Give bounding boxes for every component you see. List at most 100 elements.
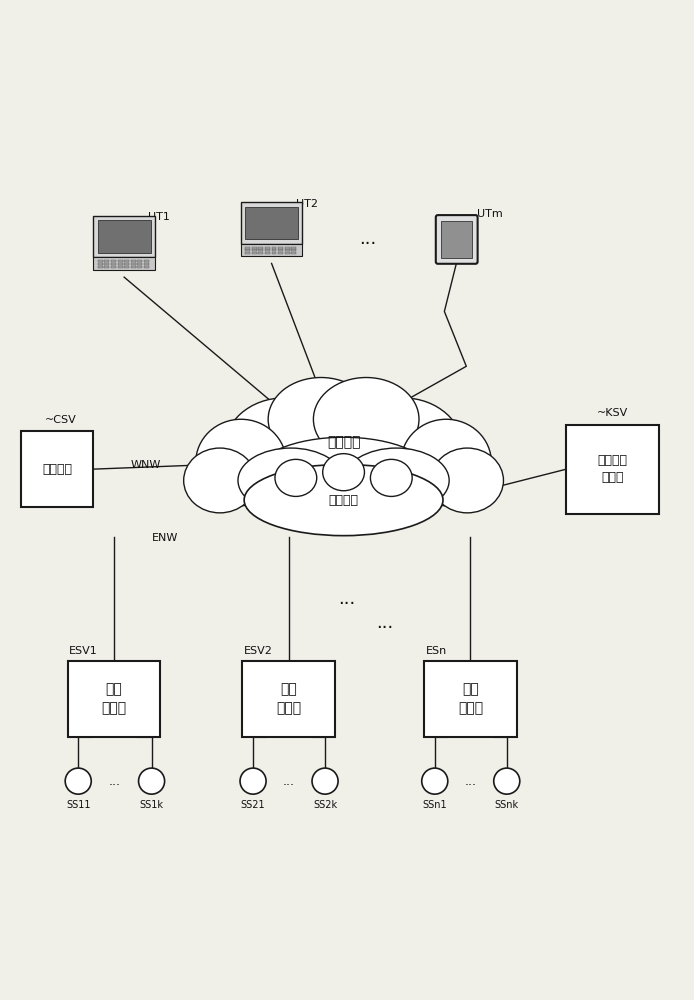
Ellipse shape: [238, 448, 344, 513]
FancyBboxPatch shape: [424, 661, 517, 737]
FancyBboxPatch shape: [98, 266, 103, 268]
FancyBboxPatch shape: [246, 247, 251, 249]
FancyBboxPatch shape: [291, 247, 296, 249]
Text: SS11: SS11: [66, 800, 90, 810]
Text: ...: ...: [339, 590, 355, 608]
FancyBboxPatch shape: [285, 252, 289, 254]
Circle shape: [65, 768, 91, 794]
FancyBboxPatch shape: [124, 260, 129, 262]
FancyBboxPatch shape: [124, 266, 129, 268]
Ellipse shape: [244, 464, 443, 536]
FancyBboxPatch shape: [144, 263, 149, 265]
Text: ENW: ENW: [151, 533, 178, 543]
Ellipse shape: [371, 459, 412, 496]
Text: ...: ...: [376, 614, 393, 632]
Text: 广域网络: 广域网络: [327, 435, 360, 449]
FancyBboxPatch shape: [137, 266, 142, 268]
Text: ...: ...: [465, 775, 477, 788]
FancyBboxPatch shape: [124, 263, 129, 265]
FancyBboxPatch shape: [271, 252, 276, 254]
FancyBboxPatch shape: [111, 260, 116, 262]
FancyBboxPatch shape: [117, 260, 123, 262]
FancyBboxPatch shape: [137, 263, 142, 265]
FancyBboxPatch shape: [117, 266, 123, 268]
Ellipse shape: [196, 419, 286, 506]
FancyBboxPatch shape: [117, 263, 123, 265]
FancyBboxPatch shape: [241, 244, 303, 256]
Circle shape: [493, 768, 520, 794]
FancyBboxPatch shape: [93, 216, 155, 257]
Text: 边缘
服务器: 边缘 服务器: [276, 683, 301, 715]
Ellipse shape: [431, 448, 503, 513]
Text: WNW: WNW: [131, 460, 162, 470]
Ellipse shape: [323, 454, 364, 491]
FancyBboxPatch shape: [242, 661, 335, 737]
FancyBboxPatch shape: [291, 252, 296, 254]
FancyBboxPatch shape: [130, 263, 135, 265]
Text: 数据检索
服务器: 数据检索 服务器: [598, 454, 627, 484]
FancyBboxPatch shape: [441, 221, 472, 258]
Circle shape: [139, 768, 164, 794]
Circle shape: [312, 768, 338, 794]
Ellipse shape: [314, 378, 419, 461]
FancyBboxPatch shape: [130, 266, 135, 268]
FancyBboxPatch shape: [278, 249, 283, 251]
Text: SS2k: SS2k: [313, 800, 337, 810]
Text: SS21: SS21: [241, 800, 265, 810]
FancyBboxPatch shape: [67, 661, 160, 737]
FancyBboxPatch shape: [566, 425, 659, 514]
Text: SS1k: SS1k: [139, 800, 164, 810]
FancyBboxPatch shape: [105, 263, 110, 265]
FancyBboxPatch shape: [105, 266, 110, 268]
Ellipse shape: [265, 387, 422, 517]
FancyBboxPatch shape: [130, 260, 135, 262]
Text: ...: ...: [359, 230, 376, 248]
FancyBboxPatch shape: [144, 260, 149, 262]
FancyBboxPatch shape: [137, 260, 142, 262]
FancyBboxPatch shape: [258, 247, 264, 249]
Text: ...: ...: [109, 775, 121, 788]
Text: 边缘
服务器: 边缘 服务器: [101, 683, 126, 715]
Text: ESV2: ESV2: [244, 646, 273, 656]
Text: SSnk: SSnk: [495, 800, 519, 810]
Text: UT1: UT1: [148, 212, 170, 222]
Text: UTm: UTm: [477, 209, 503, 219]
Text: 云服务器: 云服务器: [42, 463, 72, 476]
FancyBboxPatch shape: [285, 247, 289, 249]
Text: 边缘
服务器: 边缘 服务器: [458, 683, 483, 715]
FancyBboxPatch shape: [258, 252, 264, 254]
FancyBboxPatch shape: [22, 431, 93, 507]
FancyBboxPatch shape: [278, 247, 283, 249]
FancyBboxPatch shape: [265, 247, 270, 249]
FancyBboxPatch shape: [93, 257, 155, 270]
Ellipse shape: [344, 398, 464, 506]
FancyBboxPatch shape: [98, 263, 103, 265]
FancyBboxPatch shape: [265, 249, 270, 251]
Ellipse shape: [184, 448, 256, 513]
FancyBboxPatch shape: [144, 266, 149, 268]
FancyBboxPatch shape: [265, 252, 270, 254]
Text: ~CSV: ~CSV: [45, 415, 76, 425]
Ellipse shape: [401, 419, 491, 506]
FancyBboxPatch shape: [436, 215, 477, 264]
FancyBboxPatch shape: [98, 260, 103, 262]
FancyBboxPatch shape: [105, 260, 110, 262]
Ellipse shape: [275, 459, 316, 496]
FancyBboxPatch shape: [285, 249, 289, 251]
FancyBboxPatch shape: [111, 266, 116, 268]
FancyBboxPatch shape: [111, 263, 116, 265]
FancyBboxPatch shape: [252, 252, 257, 254]
FancyBboxPatch shape: [252, 247, 257, 249]
FancyBboxPatch shape: [241, 202, 303, 244]
FancyBboxPatch shape: [245, 207, 298, 239]
Text: ESn: ESn: [425, 646, 447, 656]
Text: ESV1: ESV1: [69, 646, 98, 656]
Ellipse shape: [223, 398, 344, 506]
Text: SSn1: SSn1: [423, 800, 447, 810]
FancyBboxPatch shape: [246, 252, 251, 254]
Text: ...: ...: [283, 775, 295, 788]
Ellipse shape: [344, 448, 449, 513]
Ellipse shape: [253, 437, 434, 516]
Text: ~KSV: ~KSV: [597, 408, 628, 418]
Circle shape: [240, 768, 266, 794]
